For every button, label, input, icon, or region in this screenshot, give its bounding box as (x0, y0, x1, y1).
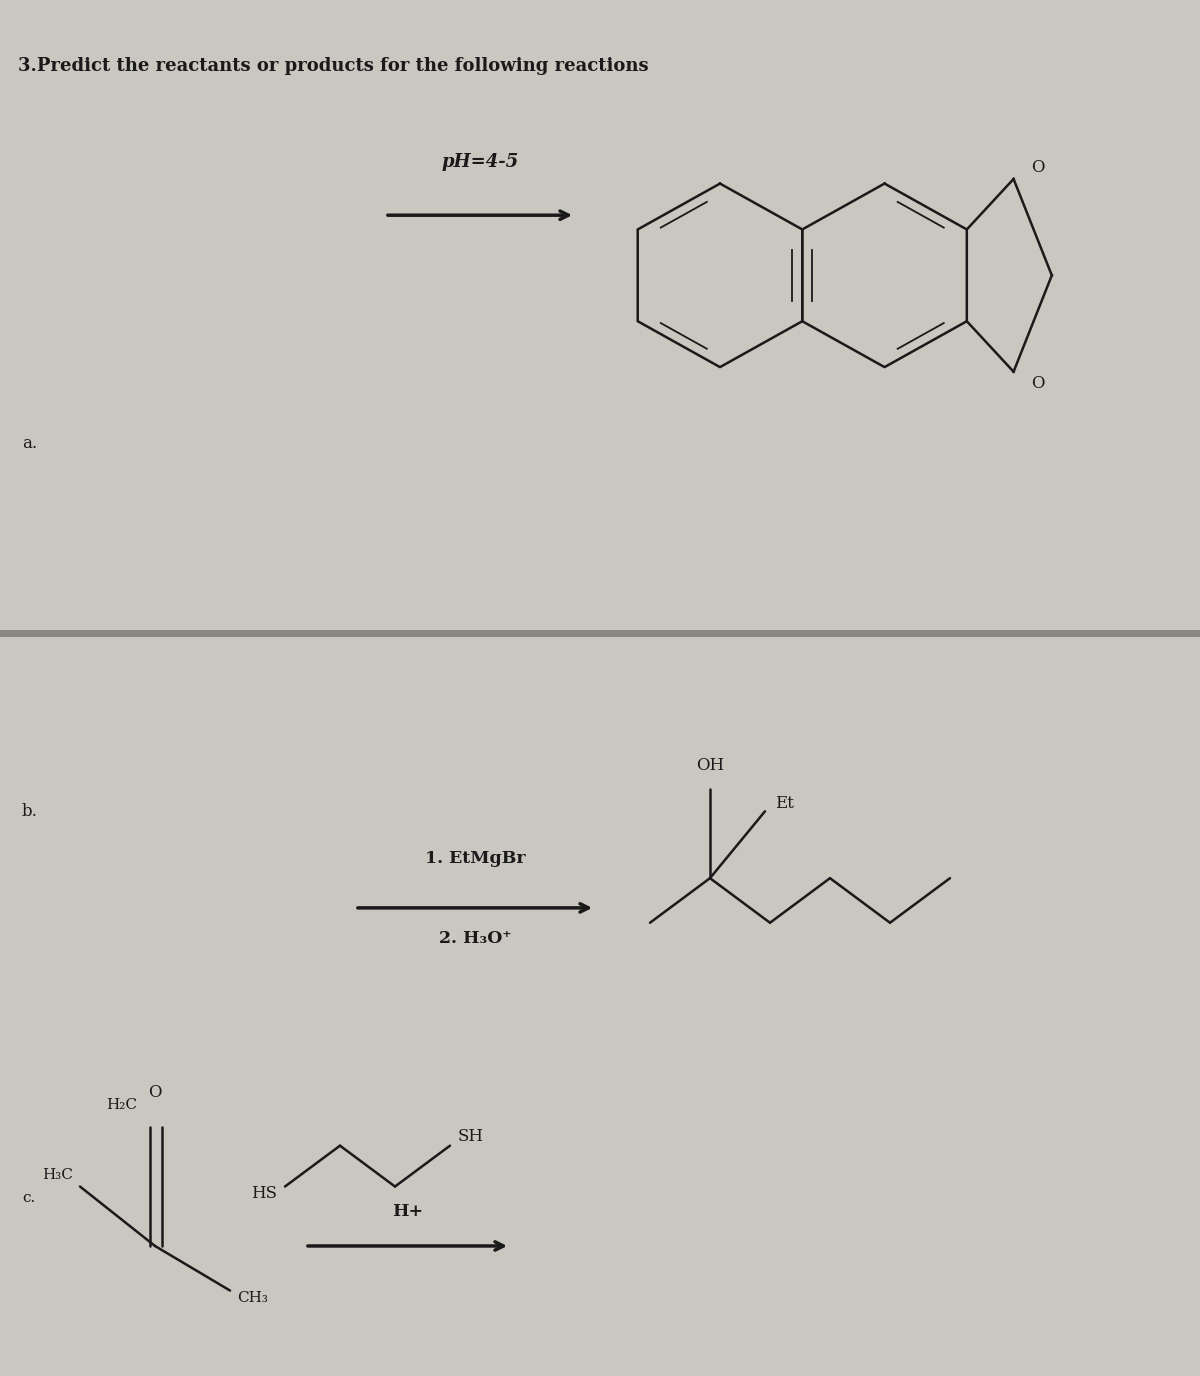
Text: H₂C: H₂C (106, 1098, 137, 1112)
Text: O: O (149, 1084, 162, 1101)
Text: H+: H+ (392, 1203, 424, 1221)
Text: b.: b. (22, 802, 38, 820)
Text: a.: a. (22, 435, 37, 451)
Text: SH: SH (458, 1128, 484, 1145)
Text: OH: OH (696, 757, 724, 775)
Text: c.: c. (22, 1190, 35, 1204)
Text: pH=4-5: pH=4-5 (442, 153, 518, 171)
Text: CH₃: CH₃ (238, 1291, 268, 1304)
Text: 1. EtMgBr: 1. EtMgBr (425, 850, 526, 867)
Text: H₃C: H₃C (42, 1168, 73, 1182)
Text: O: O (1032, 374, 1045, 392)
Text: 2. H₃O⁺: 2. H₃O⁺ (439, 930, 511, 947)
Text: 3.Predict the reactants or products for the following reactions: 3.Predict the reactants or products for … (18, 56, 649, 74)
Text: O: O (1032, 160, 1045, 176)
Text: Et: Et (775, 795, 794, 812)
Text: HS: HS (251, 1186, 277, 1203)
